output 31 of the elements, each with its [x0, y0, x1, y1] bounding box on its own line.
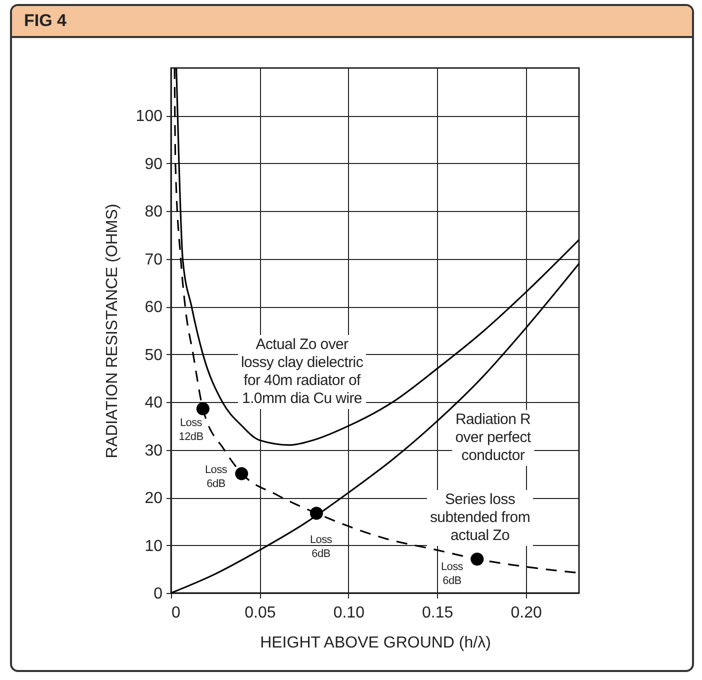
y-tick-label: 80 [144, 204, 163, 221]
y-tick-label: 40 [144, 394, 163, 412]
annotation: Loss 6dB [440, 560, 464, 589]
y-tick-label: 70 [144, 251, 163, 268]
annotation: Radiation R over perfect conductor [452, 410, 534, 466]
x-tick-label: 0 [172, 604, 180, 622]
x-tick-label: 0.05 [244, 604, 276, 622]
y-tick-label: 20 [144, 490, 163, 508]
x-tick-label: 0.15 [422, 604, 454, 622]
x-tick-label: 0.20 [510, 604, 542, 622]
x-tick-label: 0.10 [333, 604, 365, 622]
annotation: Series loss subtended from actual Zo [426, 490, 534, 546]
y-tick-label: 100 [136, 108, 163, 126]
point [470, 552, 484, 566]
chart-title: FIG 4 [12, 6, 692, 38]
y-tick-label: 50 [144, 346, 163, 364]
y-tick-label: 90 [144, 156, 163, 173]
point [196, 402, 210, 416]
annotation: Loss 6dB [204, 463, 228, 492]
y-tick-label: 30 [144, 442, 163, 460]
point [310, 506, 323, 520]
annotation: Actual Zo over lossy clay dielectric for 40m radiator of 1.0mm dia Cu wire [238, 335, 366, 409]
line-series [170, 262, 580, 594]
y-tick-label: 10 [144, 538, 163, 555]
y-tick-label: 0 [154, 586, 163, 602]
annotation: Loss 6dB [308, 533, 334, 562]
y-axis-title: RADIATION RESISTANCE (OHMS) [104, 204, 121, 458]
x-axis-title: HEIGHT ABOVE GROUND (h/λ) [260, 634, 491, 652]
y-tick-label: 60 [144, 299, 163, 316]
annotation: Loss 12dB [178, 416, 204, 445]
point [235, 467, 248, 480]
